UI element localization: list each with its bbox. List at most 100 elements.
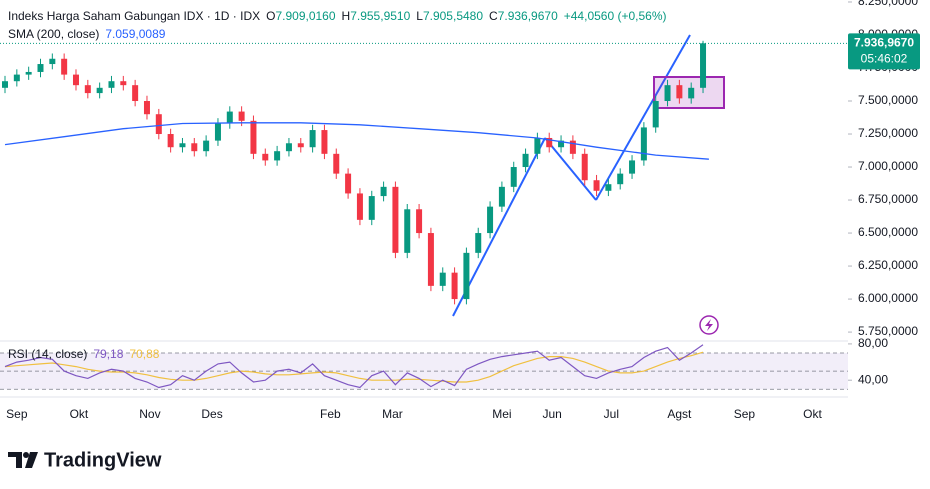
y-tick-label: 5.750,0000 <box>858 324 918 338</box>
last-price-box <box>848 33 920 70</box>
y-tick-label: 6.000,0000 <box>858 291 918 305</box>
candle-body <box>356 193 363 220</box>
rsi-line <box>4 344 704 389</box>
ohlc-item: L7.905,5480 <box>416 9 483 23</box>
candle-body <box>427 233 434 286</box>
x-tick-label: Sep <box>734 407 756 421</box>
candle-body <box>522 153 529 168</box>
ohlc-key: O <box>266 9 276 23</box>
candle-body <box>676 85 683 99</box>
trend-line <box>544 137 597 201</box>
x-tick-label: Mar <box>382 407 403 421</box>
rsi-line <box>4 351 704 383</box>
countdown: 05:46:02 <box>861 51 908 65</box>
candle-body <box>226 111 233 124</box>
trend-line <box>595 34 691 201</box>
brand-logo <box>8 452 38 468</box>
y-tick-label: 40,00 <box>858 372 888 386</box>
candle-body <box>155 114 162 135</box>
y-tick-label: 7.500,0000 <box>858 93 918 107</box>
candle-body <box>498 186 505 207</box>
candle-body <box>25 71 32 75</box>
sma-line <box>4 122 709 160</box>
candle-body <box>404 209 411 253</box>
candle-body <box>345 173 352 194</box>
rsi-ma-value: 70,88 <box>129 347 160 361</box>
candle-body <box>37 64 44 72</box>
y-tick-label: 7.250,0000 <box>858 126 918 140</box>
change: +44,0560 (+0,56%) <box>563 9 667 23</box>
candle-body <box>558 140 565 148</box>
ohlc-value: 7.905,5480 <box>422 9 484 23</box>
x-tick-label: Mei <box>492 407 511 421</box>
candle-body <box>49 58 56 65</box>
candle-body <box>475 233 482 253</box>
candle-body <box>569 140 576 154</box>
candle-body <box>439 272 446 286</box>
candle-body <box>13 74 20 82</box>
x-tick-label: Jun <box>543 407 562 421</box>
sma-value: 7.059,0089 <box>105 27 166 41</box>
ohlc-item: O7.909,0160 <box>266 9 335 23</box>
candle-body <box>72 74 79 86</box>
candle-body <box>274 151 281 161</box>
ohlc-key: L <box>416 9 423 23</box>
candle-body <box>108 81 115 88</box>
candle-body <box>179 143 186 148</box>
candle-body <box>96 87 103 94</box>
x-tick-label: Feb <box>320 407 341 421</box>
candle-body <box>664 85 671 102</box>
candle-body <box>368 196 375 220</box>
candle-body <box>640 127 647 161</box>
x-tick-label: Des <box>201 407 222 421</box>
y-tick-label: 7.000,0000 <box>858 159 918 173</box>
candle-body <box>534 137 541 154</box>
candle-body <box>262 153 269 161</box>
candle-body <box>214 123 221 141</box>
x-tick-label: Sep <box>6 407 28 421</box>
ohlc-key: C <box>489 9 498 23</box>
candle-body <box>132 85 139 102</box>
ohlc-value: 7.909,0160 <box>275 9 336 23</box>
x-tick-label: Jul <box>604 407 619 421</box>
y-tick-label: 6.250,0000 <box>858 258 918 272</box>
ohlc-item: C7.936,9670 <box>489 9 558 23</box>
candle-body <box>203 140 210 152</box>
candle-body <box>593 180 600 191</box>
candle-body <box>617 173 624 185</box>
rsi-header: RSI (14, close) 79,18 70,88 <box>8 347 159 361</box>
ohlc-key: H <box>341 9 351 23</box>
candle-body <box>416 209 423 234</box>
rsi-name: RSI (14, close) <box>8 347 88 361</box>
ohlc-item: H7.955,9510 <box>342 9 411 23</box>
candle-body <box>546 137 553 148</box>
candle-body <box>380 186 387 197</box>
candle-body <box>297 143 304 148</box>
indicator-line: SMA (200, close) 7.059,0089 <box>8 27 165 41</box>
alert-icon[interactable] <box>699 315 719 335</box>
y-tick-label: 8.250,0000 <box>858 0 918 8</box>
candle-body <box>605 184 612 191</box>
candle-body <box>143 101 150 115</box>
candle-body <box>463 252 470 300</box>
sma-name: SMA (200, close) <box>8 27 100 41</box>
x-tick-label: Okt <box>70 407 89 421</box>
candle-body <box>84 85 91 94</box>
y-tick-label: 6.750,0000 <box>858 192 918 206</box>
candle-body <box>167 134 174 148</box>
candle-body <box>120 81 127 86</box>
ohlc-value: 7.955,9510 <box>350 9 411 23</box>
candle-body <box>451 272 458 300</box>
candle-body <box>510 167 517 187</box>
candle-body <box>61 58 68 75</box>
x-tick-label: Agst <box>667 407 692 421</box>
candle-body <box>629 160 636 174</box>
candle-body <box>333 153 340 174</box>
last-price-label: 7.936,9670 <box>854 35 914 49</box>
header-line: Indeks Harga Saham Gabungan IDX · 1D · I… <box>8 9 667 23</box>
candle-body <box>191 143 198 152</box>
candle-body <box>2 81 8 88</box>
y-tick-label: 6.500,0000 <box>858 225 918 239</box>
